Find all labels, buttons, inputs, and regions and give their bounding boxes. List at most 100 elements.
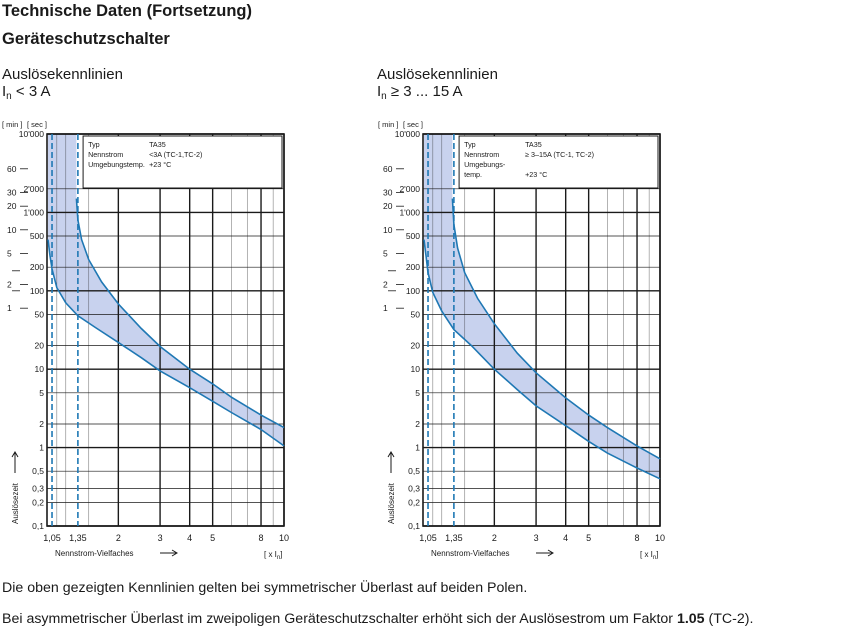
right-info-value-0: TA35	[525, 140, 542, 149]
left-y-tick-label-8: 10	[35, 364, 45, 374]
left-info-value-0: TA35	[149, 140, 166, 149]
right-y-tick-label-7: 20	[411, 341, 421, 351]
left-x-arrow	[160, 549, 178, 557]
left-y-tick-label-14: 0,2	[32, 497, 44, 507]
left-x-tick-label-6: 8	[259, 533, 264, 543]
right-x-unit: [ x In]	[640, 550, 658, 561]
left-min-tick-label-6: 1	[7, 303, 12, 313]
left-unit-sec: [ sec ]	[27, 120, 47, 129]
left-chart-title: Auslösekennlinien	[2, 66, 123, 83]
right-info-box	[458, 135, 659, 189]
left-y-tick-label-12: 0,5	[32, 466, 44, 476]
right-y-tick-label-4: 200	[406, 262, 420, 272]
left-y-tick-label-0: 10'000	[19, 129, 45, 139]
left-y-tick-label-5: 100	[30, 286, 44, 296]
right-info-label-3: temp.	[464, 170, 482, 179]
right-y-tick-label-9: 5	[415, 388, 420, 398]
page-subheading: Geräteschutzschalter	[2, 30, 170, 48]
left-x-tick-label-2: 2	[116, 533, 121, 543]
right-x-tick-label-5: 5	[586, 533, 591, 543]
left-y-arrow	[11, 451, 19, 473]
right-info-value-3: +23 °C	[525, 170, 547, 179]
right-chart-title-block: Auslösekennlinien In ≥ 3 ... 15 A	[377, 66, 498, 105]
left-info-label-2: Umgebungstemp.	[88, 160, 145, 169]
right-min-tick-label-3: 10	[383, 225, 393, 235]
left-trip-band	[48, 134, 284, 446]
right-y-arrow	[387, 451, 395, 473]
left-min-tick-label-4: 5	[7, 248, 12, 258]
left-x-tick-label-7: 10	[279, 533, 289, 543]
right-y-tick-label-12: 0,5	[408, 466, 420, 476]
right-x-tick-label-1: 1,35	[445, 533, 463, 543]
right-info-label-0: Typ	[464, 140, 476, 149]
left-info-value-1: <3A (TC-1,TC-2)	[149, 150, 202, 159]
left-info-box	[82, 135, 283, 189]
right-min-tick-label-1: 30	[383, 187, 393, 197]
right-y-tick-label-8: 10	[411, 364, 421, 374]
trip-curve-chart-left: Typ TA35 Nennstrom <3A (TC-1,TC-2) Umgebungs…	[2, 120, 289, 561]
right-y-tick-label-13: 0,3	[408, 484, 420, 494]
right-x-tick-label-7: 10	[655, 533, 665, 543]
left-info-value-2: +23 °C	[149, 160, 171, 169]
right-x-arrow	[536, 549, 554, 557]
right-y-tick-label-6: 50	[411, 309, 421, 319]
footnote-asymmetric-text: Bei asymmetrischer Überlast im zweipolig…	[2, 611, 677, 627]
right-info-label-1: Nennstrom	[464, 150, 499, 159]
left-y-tick-label-1: 2'000	[23, 184, 44, 194]
left-y-tick-label-3: 500	[30, 231, 44, 241]
right-y-tick-label-14: 0,2	[408, 497, 420, 507]
right-y-tick-label-10: 2	[415, 419, 420, 429]
right-y-tick-label-3: 500	[406, 231, 420, 241]
left-plot-frame	[46, 133, 285, 527]
page-heading: Technische Daten (Fortsetzung)	[2, 2, 252, 20]
right-y-tick-label-5: 100	[406, 286, 420, 296]
right-upper-curve	[451, 198, 661, 460]
right-y-tick-label-0: 10'000	[395, 129, 421, 139]
right-min-tick-label-6: 1	[383, 303, 388, 313]
right-min-tick-label-2: 20	[383, 201, 393, 211]
left-upper-curve	[75, 198, 285, 429]
right-lower-curve	[423, 239, 661, 480]
left-min-tick-label-0: 60	[7, 164, 17, 174]
right-chart-subtitle: In ≥ 3 ... 15 A	[377, 83, 463, 102]
left-chart-title-block: Auslösekennlinien In < 3 A	[2, 66, 123, 105]
left-y-tick-label-11: 1	[39, 443, 44, 453]
right-min-tick-label-0: 60	[383, 164, 393, 174]
left-min-tick-label-2: 20	[7, 201, 17, 211]
right-unit-sec: [ sec ]	[403, 120, 423, 129]
left-y-tick-label-10: 2	[39, 419, 44, 429]
left-y-tick-label-9: 5	[39, 388, 44, 398]
left-y-tick-label-15: 0,1	[32, 521, 44, 531]
footnote-factor: 1.05	[676, 611, 705, 627]
left-x-unit: [ x In]	[264, 550, 282, 561]
left-min-tick-label-5: 2	[7, 280, 12, 290]
footnote-symmetric: Die oben gezeigten Kennlinien gelten bei…	[2, 580, 528, 596]
left-x-tick-label-5: 5	[210, 533, 215, 543]
left-y-tick-label-6: 50	[35, 309, 45, 319]
left-x-tick-label-1: 1,35	[69, 533, 87, 543]
right-plot-frame	[422, 133, 661, 527]
trip-curve-chart-right: Typ TA35 Nennstrom ≥ 3–15A (TC-1, TC-2) Umge…	[378, 120, 665, 561]
right-min-tick-label-5: 2	[383, 280, 388, 290]
left-y-tick-label-7: 20	[35, 341, 45, 351]
left-min-tick-label-1: 30	[7, 187, 17, 197]
left-x-axis-label: Nennstrom-Vielfaches	[55, 549, 134, 558]
left-y-tick-label-2: 1'000	[23, 207, 44, 217]
right-x-tick-label-6: 8	[635, 533, 640, 543]
left-y-tick-label-4: 200	[30, 262, 44, 272]
left-min-tick-label-3: 10	[7, 225, 17, 235]
left-unit-min: [ min ]	[2, 120, 22, 129]
right-x-tick-label-3: 3	[534, 533, 539, 543]
right-info-label-2: Umgebungs-	[464, 160, 506, 169]
right-chart-title: Auslösekennlinien	[377, 66, 498, 83]
right-y-tick-label-11: 1	[415, 443, 420, 453]
right-x-axis-label: Nennstrom-Vielfaches	[431, 549, 510, 558]
right-x-tick-label-4: 4	[563, 533, 568, 543]
left-info-label-1: Nennstrom	[88, 150, 123, 159]
footnote-asymmetric: Bei asymmetrischer Überlast im zweipolig…	[2, 611, 753, 627]
footnote-asymmetric-end: (TC-2).	[704, 611, 754, 627]
right-unit-min: [ min ]	[378, 120, 398, 129]
left-lower-curve	[47, 239, 285, 447]
left-y-axis-label: Auslösezeit	[11, 482, 20, 524]
left-x-tick-label-0: 1,05	[43, 533, 61, 543]
